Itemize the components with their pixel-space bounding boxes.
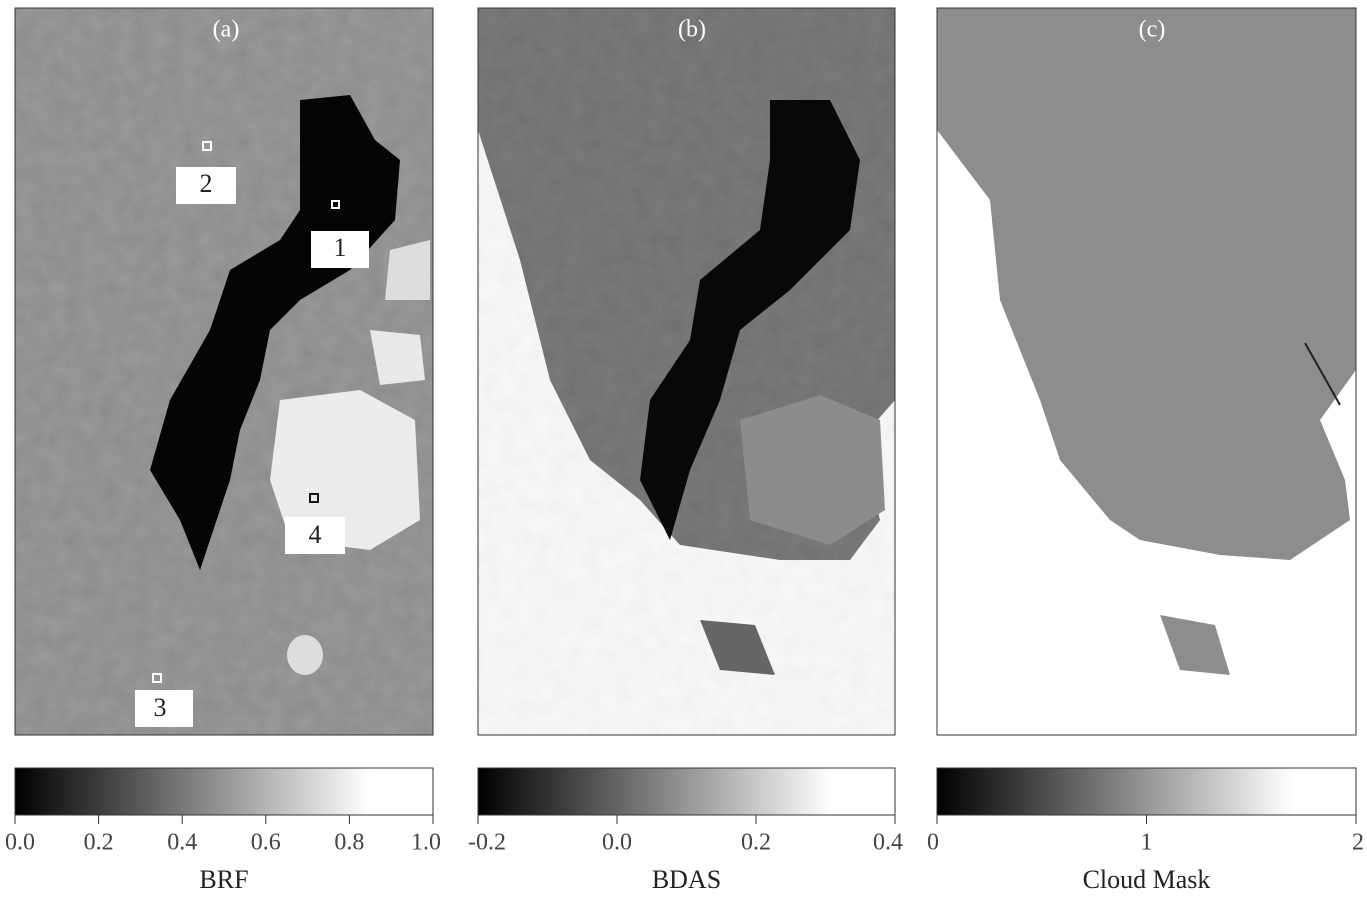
panel-c [937, 8, 1356, 735]
tick-label: 0.2 [84, 830, 114, 856]
tick-label: 0 [927, 830, 939, 856]
site-label: 2 [200, 169, 213, 198]
site-label: 3 [154, 693, 167, 722]
panel-a [15, 8, 433, 735]
tick-label: -0.2 [468, 830, 506, 856]
tick-label: 1.0 [411, 830, 441, 856]
tick-label: 1 [1141, 830, 1153, 856]
colorbar [937, 768, 1356, 815]
tick-label: 0.4 [873, 830, 903, 856]
tick-label: 0.0 [602, 830, 632, 856]
colorbar-title: BDAS [652, 865, 721, 894]
tick-label: 0.6 [251, 830, 281, 856]
panel-label: (c) [1139, 17, 1166, 43]
panel-b [478, 8, 895, 735]
colorbar [15, 768, 433, 815]
colorbar [478, 768, 895, 815]
tick-label: 0.0 [5, 830, 35, 856]
panel-label: (a) [213, 17, 240, 43]
tick-label: 0.4 [167, 830, 197, 856]
figure: 2 1 3 4 (a) (b) (c) 0.0 0.2 0.4 0.6 0.8 1.0 BR… [0, 0, 1367, 899]
site-label: 4 [309, 520, 322, 549]
tick-label: 0.2 [741, 830, 771, 856]
site-label: 1 [334, 233, 347, 262]
colorbar-title: Cloud Mask [1083, 865, 1211, 894]
tick-label: 2 [1352, 830, 1364, 856]
tick-label: 0.8 [334, 830, 364, 856]
panel-label: (b) [678, 17, 706, 43]
colorbar-title: BRF [199, 865, 248, 894]
